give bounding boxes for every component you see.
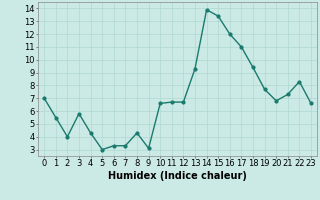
X-axis label: Humidex (Indice chaleur): Humidex (Indice chaleur): [108, 171, 247, 181]
